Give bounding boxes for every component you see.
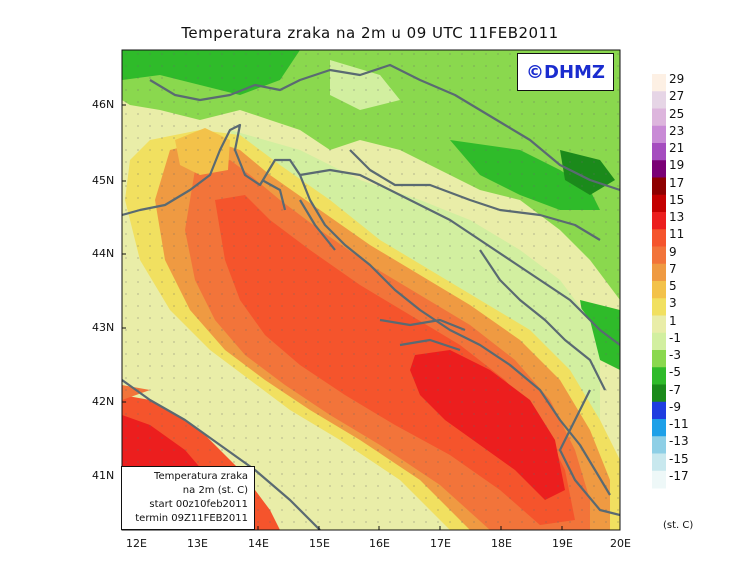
colorbar-swatch xyxy=(652,298,666,316)
colorbar-label: 13 xyxy=(669,210,685,224)
info-line-4: termin 09Z11FEB2011 xyxy=(135,513,248,524)
colorbar-label: 27 xyxy=(669,89,685,104)
colorbar-swatch xyxy=(652,315,666,334)
colorbar-label: 15 xyxy=(669,192,685,207)
temperature-field xyxy=(122,50,620,530)
colorbar-swatch xyxy=(652,419,666,437)
colorbar-label: 29 xyxy=(669,72,685,86)
colorbar-swatch xyxy=(652,194,666,213)
colorbar-swatch xyxy=(652,332,666,351)
lat-label-45n: 45N xyxy=(92,174,115,187)
colorbar-swatch xyxy=(652,263,666,282)
colorbar-swatch xyxy=(652,212,666,230)
colorbar-label: 11 xyxy=(669,227,685,242)
lat-label-44n: 44N xyxy=(92,247,115,260)
colorbar-swatch xyxy=(652,281,666,299)
colorbar-label: 23 xyxy=(669,123,685,138)
info-line-2: na 2m (st. C) xyxy=(182,485,248,496)
colorbar-label: 17 xyxy=(669,175,685,190)
info-line-1: Temperatura zraka xyxy=(154,471,248,482)
lat-label-46n: 46N xyxy=(92,98,115,111)
lon-label-14e: 14E xyxy=(248,537,269,550)
colorbar-swatch xyxy=(652,108,666,127)
colorbar-label: 1 xyxy=(669,313,677,328)
colorbar-swatch xyxy=(652,160,666,178)
lon-label-16e: 16E xyxy=(369,537,390,550)
colorbar-swatch xyxy=(652,91,666,109)
lat-label-41n: 41N xyxy=(92,469,115,482)
colorbar-swatch xyxy=(652,125,666,144)
colorbar-swatch xyxy=(652,143,666,161)
colorbar-label: -9 xyxy=(669,399,681,414)
map-title: Temperatura zraka na 2m u 09 UTC 11FEB20… xyxy=(181,24,559,42)
colorbar-swatch xyxy=(652,436,666,454)
colorbar-swatch xyxy=(652,453,666,472)
colorbar-swatch xyxy=(652,246,666,265)
colorbar-label: 19 xyxy=(669,158,685,173)
lon-label-20e: 20E xyxy=(610,537,631,550)
colorbar-swatch xyxy=(652,229,666,247)
colorbar-swatch xyxy=(652,350,666,368)
colorbar-label: -7 xyxy=(669,382,681,397)
lat-label-43n: 43N xyxy=(92,321,115,334)
colorbar xyxy=(652,74,666,489)
colorbar-swatch xyxy=(652,470,666,489)
colorbar-swatch xyxy=(652,74,666,92)
colorbar-label: 21 xyxy=(669,141,685,155)
colorbar-label: 3 xyxy=(669,296,677,311)
colorbar-swatch xyxy=(652,401,666,420)
colorbar-swatch xyxy=(652,384,666,403)
colorbar-unit: (st. C) xyxy=(663,520,694,531)
lon-label-17e: 17E xyxy=(430,537,451,550)
lon-label-13e: 13E xyxy=(187,537,208,550)
colorbar-swatch xyxy=(652,367,666,385)
info-box: Temperatura zraka na 2m (st. C) start 00… xyxy=(121,466,255,530)
colorbar-label: -17 xyxy=(669,468,689,483)
colorbar-label: 5 xyxy=(669,279,677,293)
colorbar-label: -1 xyxy=(669,330,681,345)
lon-label-18e: 18E xyxy=(491,537,512,550)
colorbar-label: -13 xyxy=(669,434,689,449)
lon-label-15e: 15E xyxy=(309,537,330,550)
lat-label-42n: 42N xyxy=(92,395,115,408)
colorbar-label: -15 xyxy=(669,451,689,466)
colorbar-label: -11 xyxy=(669,417,689,431)
lon-label-12e: 12E xyxy=(126,537,147,550)
colorbar-swatch xyxy=(652,177,666,196)
colorbar-label: 9 xyxy=(669,244,677,259)
colorbar-label: -3 xyxy=(669,348,681,362)
dhmz-logo: ©DHMZ xyxy=(517,53,614,91)
colorbar-label: -5 xyxy=(669,365,681,380)
info-line-3: start 00z10feb2011 xyxy=(149,499,248,510)
lon-label-19e: 19E xyxy=(552,537,573,550)
colorbar-label: 25 xyxy=(669,106,685,121)
colorbar-label: 7 xyxy=(669,261,677,276)
